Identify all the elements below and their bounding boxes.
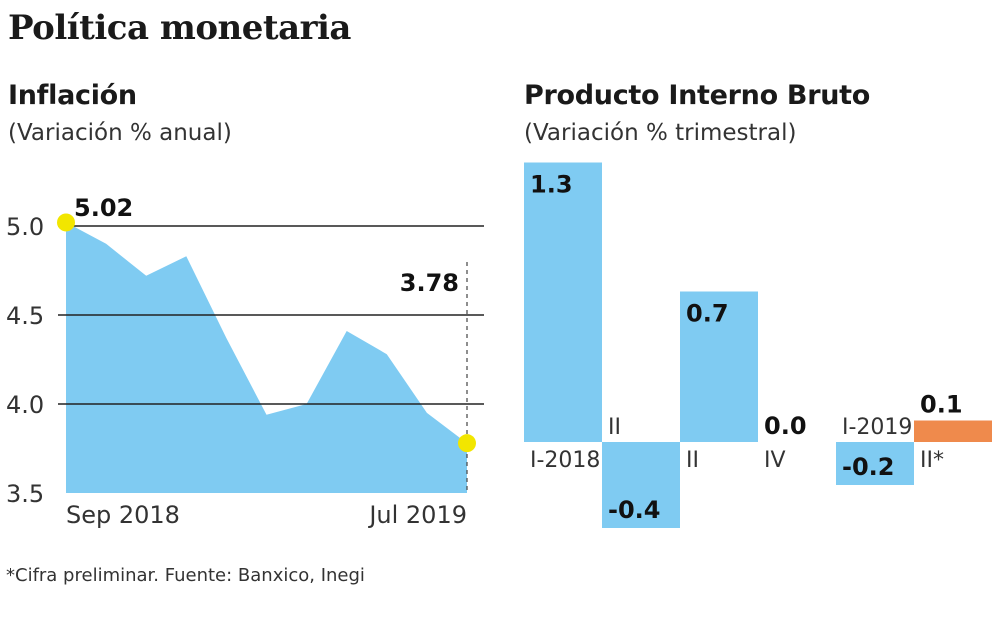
inflation-chart-title: Inflación xyxy=(8,80,137,111)
gdp-category-label: II xyxy=(686,448,699,473)
inflation-start-marker xyxy=(57,213,75,232)
gdp-bar xyxy=(914,420,992,442)
inflation-start-label: 5.02 xyxy=(74,194,133,222)
inflation-chart-subtitle: (Variación % anual) xyxy=(8,120,232,146)
inflation-x-tick-label: Sep 2018 xyxy=(66,501,180,529)
gdp-value-label: 0.0 xyxy=(764,412,807,440)
gdp-value-label: 0.7 xyxy=(686,300,729,328)
gdp-value-label: -0.4 xyxy=(608,496,660,524)
inflation-x-tick-label: Jul 2019 xyxy=(367,501,467,529)
inflation-y-tick-label: 4.0 xyxy=(6,391,44,419)
gdp-bar xyxy=(836,442,914,485)
gdp-bar xyxy=(524,162,602,442)
page-title: Política monetaria xyxy=(8,8,351,48)
gdp-bar xyxy=(680,291,758,442)
inflation-end-marker xyxy=(458,434,476,453)
gdp-value-label: 0.1 xyxy=(920,391,963,419)
footnote: *Cifra preliminar. Fuente: Banxico, Ineg… xyxy=(6,565,365,586)
inflation-chart: 3.5 4.0 4.5 5.0 5.02 3.78 Sep 2018 Jul 2019 xyxy=(6,194,484,529)
gdp-chart-subtitle: (Variación % trimestral) xyxy=(524,120,797,146)
gdp-category-label: IV xyxy=(764,448,786,473)
gdp-category-label: I-2018 xyxy=(530,448,600,473)
gdp-value-label: 1.3 xyxy=(530,171,573,199)
gdp-chart: 1.3 I-2018 -0.4 II 0.7 II 0.0 IV -0.2 I-2019 0.1 II… xyxy=(524,162,992,528)
inflation-end-label: 3.78 xyxy=(400,269,459,297)
gdp-category-label: I-2019 xyxy=(842,415,912,440)
inflation-y-tick-label: 5.0 xyxy=(6,213,44,241)
gdp-bar xyxy=(602,442,680,528)
gdp-value-label: -0.2 xyxy=(842,453,894,481)
gdp-chart-title: Producto Interno Bruto xyxy=(524,80,871,111)
gdp-category-label: II* xyxy=(920,448,944,473)
inflation-area xyxy=(66,222,467,493)
gdp-category-label: II xyxy=(608,415,621,440)
inflation-y-tick-label: 4.5 xyxy=(6,302,44,330)
inflation-y-tick-label: 3.5 xyxy=(6,480,44,508)
